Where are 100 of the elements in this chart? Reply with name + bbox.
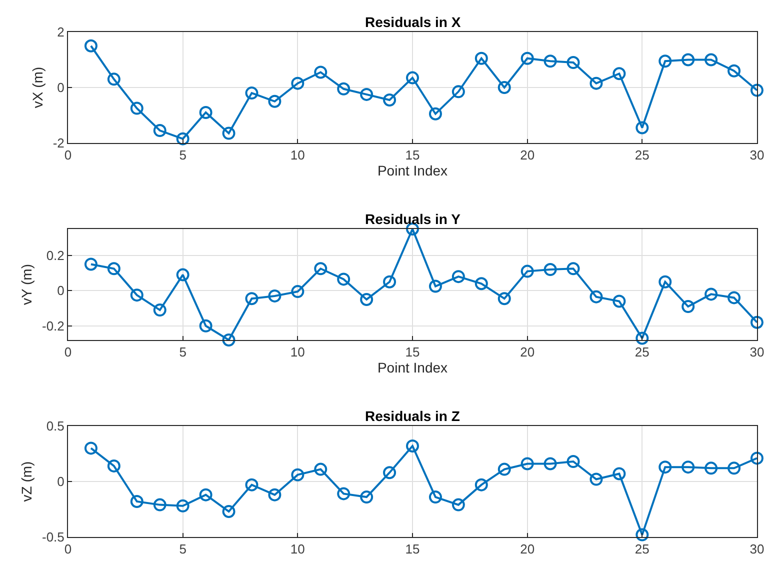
- x-tick-label: 30: [750, 542, 764, 557]
- point: [474, 52, 488, 65]
- point: [268, 94, 282, 108]
- point: [245, 478, 258, 492]
- x-tick-label: 5: [179, 344, 186, 360]
- point: [176, 132, 190, 146]
- point: [498, 81, 511, 94]
- point: [544, 54, 557, 68]
- x-tick-label: 25: [634, 148, 650, 163]
- point: [428, 490, 442, 504]
- y-axis-title: vX (m): [29, 66, 46, 108]
- x-tick-label: 10: [290, 148, 305, 163]
- point: [566, 455, 580, 468]
- point: [360, 292, 374, 306]
- point: [728, 291, 741, 304]
- point: [199, 488, 212, 502]
- point: [199, 319, 212, 332]
- x-tick-label: 25: [634, 344, 650, 360]
- point: [612, 467, 626, 480]
- point: [728, 64, 741, 78]
- point: [682, 300, 695, 314]
- point: [728, 462, 741, 475]
- point: [153, 498, 166, 512]
- point: [658, 275, 672, 288]
- point: [268, 289, 282, 302]
- point: [130, 102, 144, 115]
- point: [383, 275, 396, 288]
- y-tick-label: -0.2: [42, 318, 64, 334]
- x-tick-label: 15: [405, 542, 420, 557]
- point: [84, 258, 98, 271]
- point: [636, 121, 649, 134]
- point: [520, 52, 534, 65]
- point: [750, 84, 764, 97]
- y-tick-label: -0.5: [42, 530, 64, 545]
- point: [704, 462, 718, 475]
- point: [291, 285, 304, 298]
- point: [428, 280, 442, 293]
- point: [153, 304, 166, 317]
- point: [383, 93, 396, 106]
- point: [222, 334, 236, 346]
- point: [314, 462, 328, 476]
- point: [84, 442, 98, 455]
- chart-title: Residuals in Y: [365, 211, 462, 227]
- x-tick-label: 30: [750, 344, 764, 360]
- point: [84, 39, 98, 52]
- point: [337, 272, 350, 286]
- x-tick-label: 30: [750, 148, 764, 163]
- point: [452, 498, 465, 512]
- point: [658, 460, 672, 474]
- point: [474, 277, 488, 290]
- point: [176, 268, 190, 282]
- point: [268, 488, 282, 502]
- point: [153, 124, 166, 138]
- point: [383, 466, 396, 480]
- point: [337, 82, 350, 96]
- chart-title: Residuals in Z: [365, 408, 460, 424]
- point: [498, 292, 511, 306]
- x-tick-label: 20: [520, 542, 535, 557]
- point: [360, 88, 374, 101]
- point: [360, 490, 374, 504]
- x-tick-label: 10: [290, 344, 305, 360]
- y-tick-label: 0: [57, 283, 64, 298]
- point: [314, 262, 328, 276]
- point: [199, 106, 212, 119]
- x-tick-label: 20: [520, 344, 535, 360]
- point: [612, 67, 626, 80]
- point: [291, 468, 304, 482]
- point: [704, 53, 718, 66]
- y-axis-title: vY (m): [18, 264, 35, 305]
- chart-title: Residuals in X: [365, 14, 462, 30]
- y-tick-label: 0: [57, 474, 64, 490]
- point: [428, 107, 442, 120]
- y-tick-label: -2: [52, 136, 64, 151]
- point: [245, 86, 258, 100]
- point: [750, 452, 764, 465]
- point: [452, 270, 465, 284]
- point: [682, 460, 695, 474]
- y-tick-label: 0.2: [46, 248, 64, 263]
- point: [590, 76, 603, 90]
- point: [704, 288, 718, 301]
- x-axis-title: Point Index: [377, 360, 448, 376]
- point: [636, 332, 649, 345]
- x-axis-title: Point Index: [377, 162, 448, 179]
- point: [107, 262, 120, 276]
- point: [566, 56, 580, 70]
- point: [222, 126, 236, 140]
- point: [682, 53, 695, 66]
- point: [245, 292, 258, 306]
- x-tick-label: 15: [405, 148, 420, 163]
- point: [544, 457, 557, 470]
- y-tick-label: 0.5: [46, 418, 64, 434]
- point: [590, 472, 603, 486]
- point: [337, 487, 350, 500]
- point: [636, 528, 649, 542]
- x-tick-label: 25: [634, 542, 650, 557]
- point: [658, 54, 672, 68]
- x-tick-label: 5: [179, 542, 186, 557]
- point: [314, 66, 328, 79]
- y-tick-label: 2: [57, 24, 64, 40]
- point: [474, 478, 488, 492]
